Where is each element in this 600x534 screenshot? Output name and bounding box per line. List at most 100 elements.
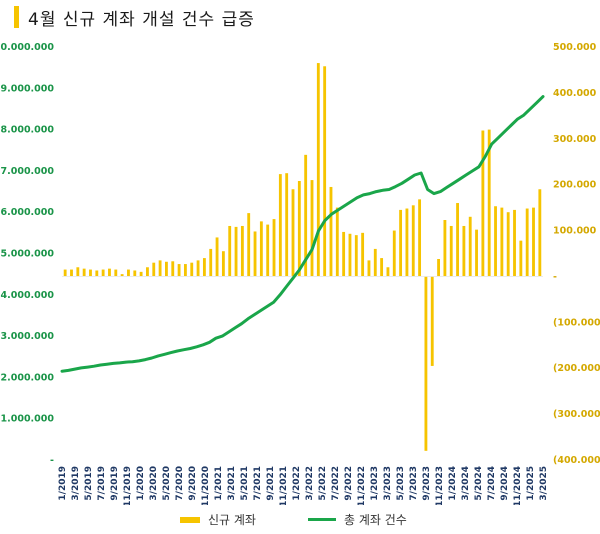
chart-title: 4월 신규 계좌 개설 건수 급증 xyxy=(28,10,255,30)
x-axis-tick-label: 7/2020 xyxy=(175,466,185,501)
x-axis-tick-label: 1/2019 xyxy=(58,466,68,501)
left-axis-tick-label: 9.000.000 xyxy=(1,83,55,94)
new-accounts-bar xyxy=(240,225,244,277)
new-accounts-bar xyxy=(266,224,270,277)
new-accounts-bar xyxy=(348,233,352,277)
title-accent-bar xyxy=(14,6,19,28)
new-accounts-bar xyxy=(158,260,162,277)
x-axis-tick-label: 11/2023 xyxy=(435,466,445,505)
legend: 신규 계좌 총 계좌 건수 xyxy=(0,508,600,528)
new-accounts-bar xyxy=(95,270,99,277)
new-accounts-bar xyxy=(494,206,497,277)
new-accounts-bar xyxy=(63,269,67,277)
new-accounts-bar xyxy=(418,199,422,277)
new-accounts-bar xyxy=(304,154,308,277)
new-accounts-bar xyxy=(316,63,320,277)
new-accounts-bar xyxy=(513,209,516,277)
x-axis-tick-label: 9/2021 xyxy=(266,466,276,501)
x-axis-tick-label: 5/2023 xyxy=(396,466,406,501)
x-axis-tick-label: 1/2023 xyxy=(370,466,380,501)
new-accounts-bar xyxy=(519,240,523,277)
x-axis-tick-label: 5/2019 xyxy=(84,466,94,501)
right-axis-tick-label: 300.000 xyxy=(553,134,597,145)
new-accounts-bar xyxy=(481,130,485,277)
new-accounts-bar xyxy=(215,237,219,277)
x-axis-tick-label: 1/2024 xyxy=(448,466,458,501)
x-axis-tick-label: 7/2019 xyxy=(97,466,107,501)
left-axis-tick-label: 6.000.000 xyxy=(1,207,55,218)
new-accounts-bar xyxy=(456,203,459,277)
new-accounts-bar xyxy=(139,271,143,277)
x-axis-tick-label: 5/2021 xyxy=(240,466,250,501)
new-accounts-bar xyxy=(437,259,440,277)
new-accounts-bar xyxy=(228,225,232,277)
x-axis-tick-label: 3/2019 xyxy=(71,466,81,501)
new-accounts-bar xyxy=(475,229,478,277)
new-accounts-bar xyxy=(532,207,535,277)
right-axis-tick-label: (100.000) xyxy=(553,317,600,328)
new-accounts-bar xyxy=(165,261,168,277)
new-accounts-bar xyxy=(278,174,282,277)
x-axis-tick-label: 9/2024 xyxy=(500,466,510,501)
x-axis-tick-label: 11/2024 xyxy=(513,466,523,505)
right-axis-tick-label: (400.000) xyxy=(553,455,600,466)
new-accounts-bar xyxy=(329,186,333,277)
right-axis-tick-label: 400.000 xyxy=(553,88,597,99)
x-axis-tick-label: 3/2020 xyxy=(149,466,159,501)
new-accounts-bar xyxy=(323,66,327,277)
x-axis-tick-label: 9/2022 xyxy=(344,466,354,501)
new-accounts-bar xyxy=(114,269,118,277)
new-accounts-bar xyxy=(367,260,371,277)
left-axis-tick-label: 3.000.000 xyxy=(1,331,55,342)
x-axis-tick-label: 1/2022 xyxy=(292,466,302,501)
new-accounts-bar xyxy=(487,129,491,277)
new-accounts-bar xyxy=(424,276,428,451)
new-accounts-bar xyxy=(335,207,339,277)
new-accounts-bar xyxy=(82,268,86,277)
right-axis: (400.000) (300.000) (200.000) (100.000) - 100… xyxy=(553,42,600,466)
new-accounts-bar xyxy=(209,248,213,277)
new-accounts-bar xyxy=(373,248,377,277)
legend-bar-swatch xyxy=(180,516,200,523)
new-accounts-bar xyxy=(234,226,238,277)
new-accounts-bar xyxy=(133,270,137,277)
right-axis-tick-label: 500.000 xyxy=(553,42,597,53)
x-axis-tick-label: 7/2021 xyxy=(253,466,263,501)
left-axis-tick-label: 2.000.000 xyxy=(1,372,55,383)
x-axis: 1/2019 3/2019 5/2019 7/2019 9/2019 11/2019 1/2… xyxy=(58,466,549,505)
new-accounts-bar xyxy=(310,180,314,277)
x-axis-tick-label: 11/2022 xyxy=(357,466,367,505)
new-accounts-bar xyxy=(120,274,124,277)
x-axis-tick-label: 3/2024 xyxy=(461,466,471,501)
left-axis: - 1.000.000 2.000.000 3.000.000 4.000.000 5.0… xyxy=(0,42,54,466)
bar-series xyxy=(63,63,542,451)
right-axis-tick-label: 100.000 xyxy=(553,226,597,237)
new-accounts-bar xyxy=(468,216,472,277)
legend-item-total-accounts: 총 계좌 건수 xyxy=(308,511,407,528)
total-accounts-line xyxy=(60,95,545,373)
new-accounts-bar xyxy=(196,260,200,277)
x-axis-tick-label: 3/2023 xyxy=(383,466,393,501)
x-axis-tick-label: 1/2020 xyxy=(136,466,146,501)
new-accounts-bar xyxy=(177,264,181,277)
new-accounts-bar xyxy=(127,269,130,277)
new-accounts-bar xyxy=(291,189,295,277)
x-axis-tick-label: 11/2021 xyxy=(279,466,289,505)
new-accounts-bar xyxy=(380,258,384,277)
left-axis-tick-label: 1.000.000 xyxy=(1,414,55,425)
new-accounts-bar xyxy=(101,269,105,277)
new-accounts-bar xyxy=(70,269,73,277)
x-axis-tick-label: 5/2024 xyxy=(474,466,484,501)
new-accounts-bar xyxy=(108,268,111,277)
new-accounts-bar xyxy=(146,267,149,277)
x-axis-tick-label: 9/2023 xyxy=(422,466,432,501)
left-axis-tick-label: 5.000.000 xyxy=(1,249,55,260)
new-accounts-bar xyxy=(392,230,396,277)
left-axis-tick-label: 7.000.000 xyxy=(1,166,55,177)
left-axis-tick-label: 4.000.000 xyxy=(1,290,55,301)
combo-chart: - 1.000.000 2.000.000 3.000.000 4.000.000 5.0… xyxy=(0,42,600,505)
x-axis-tick-label: 1/2025 xyxy=(526,466,536,501)
new-accounts-bar xyxy=(202,258,206,277)
new-accounts-bar xyxy=(221,251,225,277)
